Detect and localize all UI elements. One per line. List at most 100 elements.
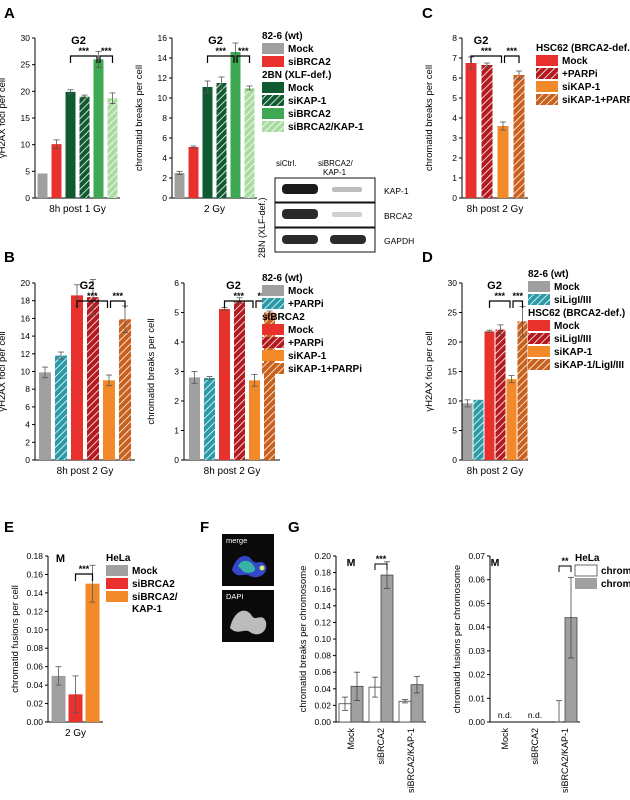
chart-b1: 0 2 4 6 8 10 12 14 16 18 20 γH2AX foci per cell 8h p… [0,278,135,477]
y-tick-label: 0.10 [26,625,43,635]
significance-bracket [223,300,254,308]
y-tick-label: 0.16 [26,569,43,579]
y-axis-label: γH2AX foci per cell [0,78,8,158]
legend-a: 82-6 (wt) Mock siBRCA2 2BN (XLF-def.) Mock si… [262,31,364,133]
legend-swatch [106,565,128,576]
legend-label: siBRCA2 [132,579,175,590]
significance-bracket [512,300,524,308]
y-tick-label: 1 [174,426,179,436]
bar-hatch [234,300,245,460]
y-tick-label: 10 [158,93,168,103]
bar [398,700,412,723]
chart-a1: 0 5 10 15 20 25 30 γH2AX foci per cell 8h post 1… [0,33,120,215]
blot-band-gapdh-ctrl [282,235,318,244]
phase-label: M [56,553,65,565]
y-tick-label: 8 [162,113,167,123]
blot-header-right2: KAP-1 [323,168,347,177]
blot-band-brca2-ctrl [282,209,318,219]
bar [103,380,115,460]
y-tick-label: 0.00 [26,717,43,727]
legend-swatch [262,43,284,54]
legend-swatch [262,285,284,296]
y-tick-label: 0.02 [314,700,331,710]
significance-stars: *** [101,46,112,56]
y-tick-label: 25 [448,308,458,318]
bar [71,295,83,460]
legend-label: chrom. 19 [601,579,630,590]
y-tick-label: 8 [25,384,30,394]
bar-hatch [216,83,227,198]
nd-label: n.d. [498,710,512,720]
significance-bracket [69,55,98,63]
bar [189,377,200,460]
panel-label-a: A [4,5,15,22]
y-tick-label: 5 [174,308,179,318]
y-tick-label: 12 [21,349,31,359]
legend-swatch [528,346,550,357]
y-tick-label: 0.04 [26,680,43,690]
legend-swatch [106,591,128,602]
y-tick-label: 0.12 [26,606,43,616]
y-tick-label: 3 [452,133,457,143]
significance-stars: *** [79,564,90,574]
y-tick-label: 0.18 [314,568,331,578]
y-tick-label: 5 [452,93,457,103]
legend-header: HSC62 (BRCA2-def.) [536,43,630,54]
legend-c: HSC62 (BRCA2-def.) Mock +PARPi siKAP-1 siKAP… [536,43,630,106]
chart-c: 0 1 2 3 4 5 6 7 8 chromatid breaks per cell 8h pos… [424,33,528,215]
micro-merge-label: merge [226,536,247,545]
blot-label-kap1: KAP-1 [384,186,409,196]
phase-label: M [347,557,356,569]
significance-bracket [99,55,114,63]
y-tick-label: 0.12 [314,617,331,627]
nd-label: n.d. [528,710,542,720]
significance-stars: *** [87,291,98,301]
legend-swatch [575,578,597,589]
y-tick-label: 0.03 [468,646,485,656]
legend-label: siBRCA2/ [132,592,178,603]
significance-bracket [503,55,520,63]
legend-swatch-hatch [536,94,558,105]
legend-swatch [262,56,284,67]
bar [93,59,104,199]
legend-label: chrom. 18 [601,566,630,577]
bar [506,379,517,460]
y-axis-label: γH2AX foci per cell [0,331,8,411]
y-tick-label: 10 [448,396,458,406]
legend-header: HSC62 (BRCA2-def.) [528,308,625,319]
legend-swatch [528,320,550,331]
bar-hatch [264,312,275,460]
bar-hatch [204,377,215,460]
y-tick-label: 0.14 [26,588,43,598]
x-axis-label: 8h post 2 Gy [467,466,524,477]
y-axis-label: chromatid breaks per chromosome [298,566,309,713]
micro-dapi-chromosome [230,610,267,635]
y-tick-label: 0.16 [314,584,331,594]
y-tick-label: 2 [25,437,30,447]
legend-label: Mock [562,56,588,67]
significance-stars: *** [481,46,492,56]
x-axis-label: 2 Gy [204,204,225,215]
y-tick-label: 6 [25,402,30,412]
micro-merge-spot [259,565,265,571]
legend-label: siKAP-1 [288,351,327,362]
significance-stars: *** [376,554,387,564]
significance-bracket [470,55,503,63]
bar [39,372,51,460]
bar-hatch [107,98,118,198]
bar [465,63,477,198]
y-tick-label: 0 [162,193,167,203]
panel-label-c: C [422,5,433,22]
y-tick-label: 20 [448,337,458,347]
y-tick-label: 0.00 [468,717,485,727]
blot-side-label: 2BN (XLF-def.) [257,197,267,258]
phase-label: G2 [208,35,223,47]
legend-label: Mock [288,83,314,94]
legend-header: HeLa [106,553,131,564]
y-tick-label: 0.06 [314,667,331,677]
legend-label: siKAP-1/LigI/III [554,360,624,371]
legend-label: siBRCA2/KAP-1 [288,122,364,133]
phase-label: G2 [487,280,502,292]
